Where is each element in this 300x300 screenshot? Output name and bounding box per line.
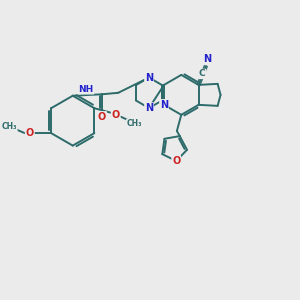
Text: O: O bbox=[98, 112, 106, 122]
Text: N: N bbox=[145, 73, 153, 82]
Text: N: N bbox=[145, 103, 153, 113]
Text: NH: NH bbox=[78, 85, 94, 94]
Text: N: N bbox=[203, 54, 211, 64]
Text: O: O bbox=[26, 128, 34, 138]
Text: CH₃: CH₃ bbox=[127, 119, 142, 128]
Text: C: C bbox=[199, 69, 206, 78]
Text: CH₃: CH₃ bbox=[2, 122, 17, 131]
Text: O: O bbox=[112, 110, 120, 120]
Text: O: O bbox=[172, 156, 180, 166]
Text: N: N bbox=[160, 100, 168, 110]
